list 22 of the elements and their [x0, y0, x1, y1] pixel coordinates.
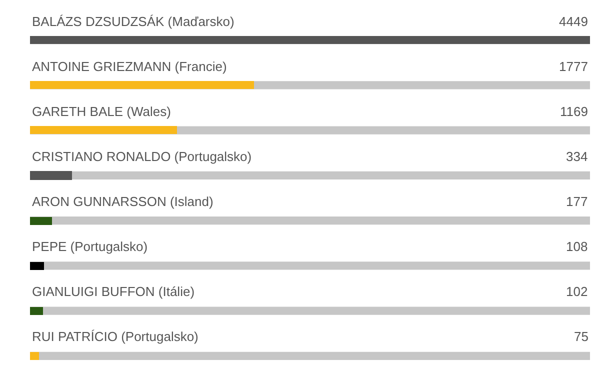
- y-tick-label: BALÁZS DZSUDZSÁK (Maďarsko): [32, 14, 234, 29]
- bar: [30, 352, 39, 360]
- data-label: 102: [566, 284, 588, 299]
- bar: [30, 262, 44, 270]
- y-tick-label: GIANLUIGI BUFFON (Itálie): [32, 284, 195, 299]
- bar: [30, 217, 52, 225]
- data-label: 334: [566, 149, 588, 164]
- y-tick-label: RUI PATRÍCIO (Portugalsko): [32, 329, 198, 344]
- bar: [30, 126, 177, 134]
- y-tick-label: CRISTIANO RONALDO (Portugalsko): [32, 149, 252, 164]
- y-tick-label: PEPE (Portugalsko): [32, 239, 148, 254]
- bar: [30, 307, 43, 315]
- data-label: 75: [574, 329, 588, 344]
- y-tick-label: ANTOINE GRIEZMANN (Francie): [32, 59, 227, 74]
- data-label: 108: [566, 239, 588, 254]
- data-label: 4449: [559, 14, 588, 29]
- y-tick-label: GARETH BALE (Wales): [32, 104, 171, 119]
- data-label: 1169: [560, 104, 588, 119]
- y-tick-label: ARON GUNNARSSON (Island): [32, 194, 214, 209]
- bar: [30, 171, 72, 180]
- data-label: 1777: [559, 59, 588, 74]
- data-label: 177: [566, 194, 588, 209]
